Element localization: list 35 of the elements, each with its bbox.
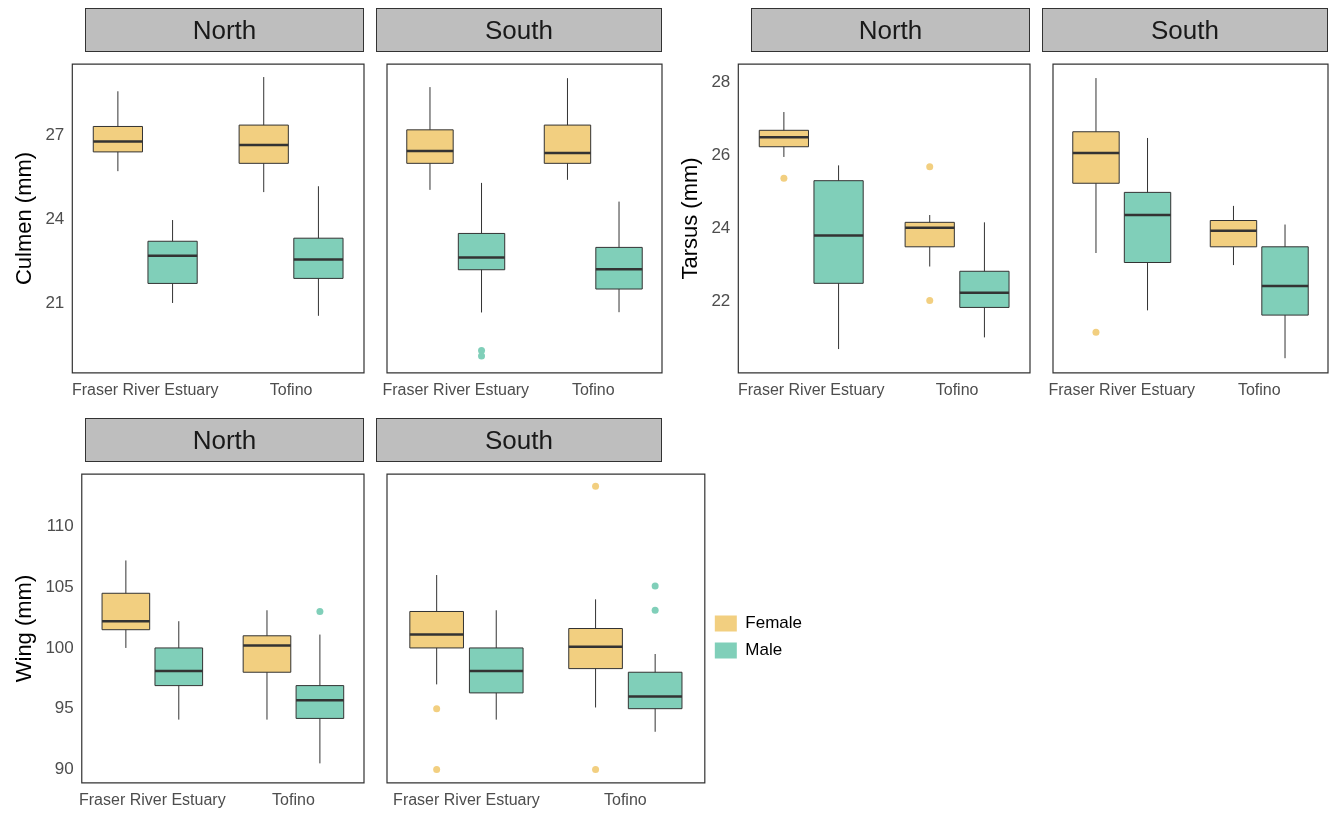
y-tick-label: 26 xyxy=(711,145,731,165)
y-tick-label: 95 xyxy=(54,698,74,718)
legend-label: Female xyxy=(745,613,802,633)
x-tick-label: Tofino xyxy=(571,380,615,398)
y-axis-title: Tarsus (mm) xyxy=(677,157,703,280)
y-tick-label: 24 xyxy=(711,218,731,238)
x-tick-label: Fraser River Estuary xyxy=(1048,380,1196,398)
x-tick-label: Tofino xyxy=(1237,380,1281,398)
x-tick-label: Tofino xyxy=(272,790,315,808)
x-tick-label: Tofino xyxy=(604,790,647,808)
y-tick-label: 22 xyxy=(711,291,731,311)
y-tick-label: 24 xyxy=(45,208,65,228)
y-tick-label: 90 xyxy=(54,759,74,779)
y-axis-title: Culmen (mm) xyxy=(11,151,37,286)
x-tick-label: Fraser River Estuary xyxy=(78,790,226,808)
y-tick-label: 21 xyxy=(45,292,65,312)
chart-title: North xyxy=(85,418,364,462)
chart-title: South xyxy=(1042,8,1328,52)
y-tick-label: 110 xyxy=(46,516,74,536)
legend-label: Male xyxy=(745,640,783,660)
x-tick-label: Tofino xyxy=(935,380,979,398)
chart-title: North xyxy=(751,8,1030,52)
y-tick-label: 100 xyxy=(45,637,74,657)
y-axis-title: Wing (mm) xyxy=(11,574,37,683)
chart-title: South xyxy=(376,418,662,462)
chart-title: North xyxy=(85,8,364,52)
x-tick-label: Fraser River Estuary xyxy=(393,790,540,808)
x-tick-label: Fraser River Estuary xyxy=(382,380,530,398)
y-tick-label: 28 xyxy=(711,72,731,92)
y-tick-label: 105 xyxy=(45,576,74,596)
x-tick-label: Fraser River Estuary xyxy=(71,380,219,398)
x-tick-label: Tofino xyxy=(269,380,313,398)
x-tick-label: Fraser River Estuary xyxy=(737,380,885,398)
chart-title: South xyxy=(376,8,662,52)
y-tick-label: 27 xyxy=(45,125,65,145)
